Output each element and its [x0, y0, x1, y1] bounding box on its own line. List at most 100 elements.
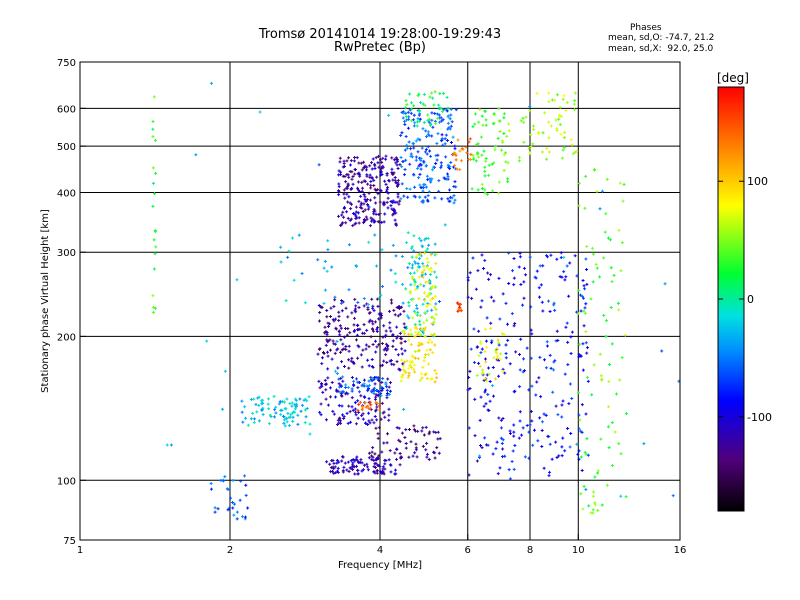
- data-point: [356, 188, 360, 192]
- data-point: [285, 420, 289, 424]
- data-point: [382, 200, 386, 204]
- data-point: [564, 325, 568, 329]
- data-point: [330, 357, 334, 361]
- data-point: [400, 374, 404, 378]
- data-point: [436, 116, 440, 120]
- data-point: [229, 496, 233, 500]
- data-point: [417, 275, 421, 279]
- data-point: [347, 344, 351, 348]
- data-point: [458, 302, 462, 306]
- data-point: [566, 340, 570, 344]
- data-point: [424, 353, 428, 357]
- data-point: [410, 255, 414, 259]
- data-point: [583, 450, 587, 454]
- data-point: [535, 380, 539, 384]
- data-point: [485, 373, 489, 377]
- data-point: [358, 173, 362, 177]
- data-point: [364, 405, 368, 409]
- data-point: [344, 344, 348, 348]
- data-point: [470, 187, 474, 191]
- data-point: [351, 465, 355, 469]
- data-point: [502, 169, 506, 173]
- data-point: [232, 513, 236, 517]
- data-point: [387, 458, 391, 462]
- data-point: [366, 468, 370, 472]
- data-point: [585, 268, 589, 272]
- data-point: [450, 196, 454, 200]
- data-point: [520, 433, 524, 437]
- data-point: [585, 437, 589, 441]
- data-point: [239, 479, 243, 483]
- data-point: [286, 411, 290, 415]
- data-point: [352, 316, 356, 320]
- data-point: [337, 193, 341, 197]
- data-point: [376, 304, 380, 308]
- data-point: [154, 245, 158, 249]
- data-point: [385, 200, 389, 204]
- data-point: [345, 411, 349, 415]
- data-point: [367, 205, 371, 209]
- data-point: [660, 349, 664, 353]
- data-point: [385, 393, 389, 397]
- data-point: [570, 143, 574, 147]
- data-point: [409, 440, 413, 444]
- data-point: [530, 384, 534, 388]
- data-point: [410, 332, 414, 336]
- data-point: [367, 345, 371, 349]
- data-point: [473, 434, 477, 438]
- data-point: [386, 196, 390, 200]
- data-point: [472, 157, 476, 161]
- data-point: [554, 404, 558, 408]
- data-point: [261, 412, 265, 416]
- data-point: [399, 379, 403, 383]
- data-point: [480, 299, 484, 303]
- data-point: [337, 382, 341, 386]
- data-point: [428, 123, 432, 127]
- data-point: [579, 309, 583, 313]
- data-point: [304, 415, 308, 419]
- data-point: [413, 279, 417, 283]
- data-point: [371, 157, 375, 161]
- data-point: [504, 160, 508, 164]
- data-point: [616, 301, 620, 305]
- data-point: [428, 292, 432, 296]
- data-point: [530, 419, 534, 423]
- data-point: [562, 136, 566, 140]
- data-point: [337, 185, 341, 189]
- data-point: [414, 325, 418, 329]
- data-point: [343, 327, 347, 331]
- data-point: [364, 347, 368, 351]
- data-point: [525, 423, 529, 427]
- data-point: [282, 418, 286, 422]
- data-point: [339, 326, 343, 330]
- data-point: [443, 223, 447, 227]
- data-point: [487, 163, 491, 167]
- data-point: [448, 188, 452, 192]
- data-point: [539, 395, 543, 399]
- data-point: [333, 295, 337, 299]
- data-point: [584, 412, 588, 416]
- data-point: [545, 254, 549, 258]
- data-point: [534, 393, 538, 397]
- data-point: [566, 363, 570, 367]
- data-point: [577, 204, 581, 208]
- data-point: [243, 474, 247, 478]
- data-point: [382, 348, 386, 352]
- data-point: [257, 395, 261, 399]
- data-point: [358, 400, 362, 404]
- data-point: [453, 198, 457, 202]
- data-point: [370, 327, 374, 331]
- data-point: [569, 432, 573, 436]
- data-point: [337, 318, 341, 322]
- data-point: [568, 382, 572, 386]
- data-point: [434, 161, 438, 165]
- data-point: [437, 451, 441, 455]
- data-point: [261, 406, 265, 410]
- data-point: [399, 134, 403, 138]
- data-point: [403, 339, 407, 343]
- data-point: [442, 91, 446, 95]
- data-point: [595, 190, 599, 194]
- data-point: [338, 156, 342, 160]
- data-point: [403, 120, 407, 124]
